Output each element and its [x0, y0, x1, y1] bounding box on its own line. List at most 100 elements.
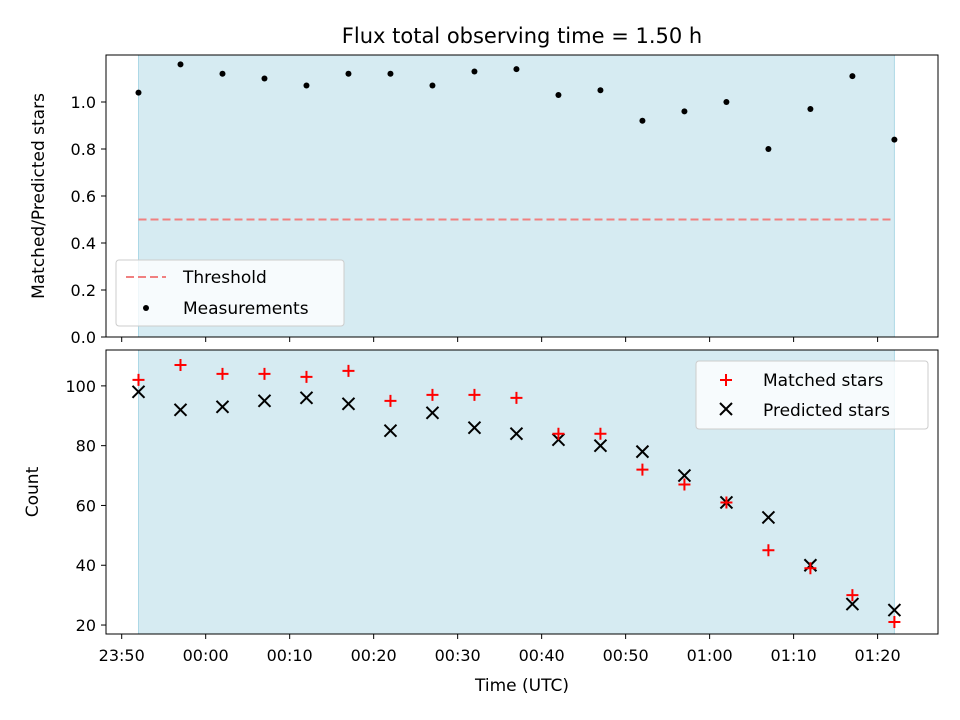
measurement-point	[555, 91, 562, 98]
predicted-star-point	[257, 394, 272, 408]
predicted-star-point	[341, 397, 356, 411]
x-tick-label: 00:10	[267, 646, 313, 665]
matched-star-point	[174, 358, 187, 371]
predicted-star-point	[677, 468, 692, 483]
y-tick-label: 1.0	[71, 93, 96, 112]
predicted-star-point	[845, 597, 860, 611]
bottom-x-ticks: 23:50 00:00 00:10 00:20 00:30 00:40 00:50 01:00…	[99, 634, 901, 665]
top-legend: Threshold Measurements	[115, 259, 345, 327]
measurement-point	[345, 70, 352, 77]
y-tick-label: 80	[76, 437, 96, 456]
top-y-axis-label: Matched/Predicted stars	[29, 93, 49, 299]
bottom-axes-frame	[105, 349, 939, 635]
measurement-point	[429, 82, 436, 89]
y-tick-label: 0.2	[71, 281, 96, 300]
matched-star-point	[552, 427, 565, 440]
legend-predicted-swatch	[719, 402, 733, 416]
bottom-y-ticks: 20 40 60 80 100	[65, 377, 106, 635]
predicted-star-point	[761, 510, 776, 525]
matched-star-point	[468, 388, 481, 401]
matched-star-point	[384, 394, 397, 407]
y-tick-label: 0.8	[71, 140, 96, 159]
top-y-ticks: 0.0 0.2 0.4 0.6 0.8 1.0	[71, 93, 106, 347]
predicted-star-point	[131, 385, 146, 399]
y-tick-label: 0.4	[71, 234, 96, 253]
measurement-point	[639, 117, 646, 124]
matched-star-point	[636, 463, 649, 476]
measurement-point	[765, 146, 772, 152]
matched-star-point	[678, 478, 691, 491]
legend-label: Measurements	[183, 299, 309, 319]
measurement-point	[891, 136, 898, 143]
x-tick-label: 00:00	[183, 646, 229, 665]
matched-star-point	[300, 370, 313, 383]
predicted-star-point	[635, 444, 650, 459]
y-tick-label: 0.6	[71, 187, 96, 206]
count-series	[131, 358, 902, 629]
matched-star-point	[132, 373, 145, 386]
x-tick-label: 00:30	[435, 646, 481, 665]
y-tick-label: 100	[65, 377, 96, 396]
legend-label: Predicted stars	[763, 401, 890, 421]
matched-star-point	[762, 544, 775, 557]
measurement-point	[849, 73, 856, 80]
predicted-star-point	[299, 391, 314, 405]
x-tick-label: 00:50	[603, 646, 649, 665]
x-tick-label: 00:40	[519, 646, 565, 665]
legend-measurement-swatch	[143, 305, 149, 311]
y-tick-label: 0.0	[71, 328, 96, 347]
measurement-point	[597, 87, 604, 94]
bottom-panel: 20 40 60 80 100 23:50 00:00 00:10 00:20 00:30 00:…	[23, 349, 939, 696]
matched-star-point	[426, 388, 439, 401]
predicted-star-point	[467, 421, 482, 435]
measurement-point	[177, 61, 184, 68]
matched-star-point	[846, 589, 859, 602]
measurement-point	[219, 70, 226, 77]
predicted-star-point	[383, 424, 398, 438]
x-axis-label: Time (UTC)	[474, 676, 569, 696]
bottom-legend: Matched stars Predicted stars	[695, 360, 929, 430]
measurement-point	[807, 106, 814, 113]
legend-box	[115, 259, 345, 327]
predicted-star-point	[509, 426, 524, 441]
legend-label: Threshold	[182, 268, 267, 288]
measurements-series	[135, 61, 898, 152]
matched-star-point	[720, 496, 733, 509]
predicted-star-point	[425, 406, 440, 420]
x-tick-label: 23:50	[99, 646, 145, 665]
predicted-star-point	[173, 403, 188, 417]
measurement-point	[723, 99, 730, 105]
x-tick-label: 01:20	[855, 646, 901, 665]
measurement-point	[471, 68, 478, 75]
bottom-y-axis-label: Count	[23, 466, 43, 517]
y-tick-label: 40	[76, 556, 96, 575]
chart-title: Flux total observing time = 1.50 h	[342, 24, 702, 48]
measurement-point	[135, 89, 142, 96]
measurement-point	[387, 70, 394, 77]
y-tick-label: 60	[76, 496, 96, 515]
top-panel: 0.0 0.2 0.4 0.6 0.8 1.0 Matched/Predicted sta…	[29, 54, 939, 347]
predicted-star-point	[215, 400, 230, 414]
matched-star-point	[804, 562, 817, 575]
matched-star-point	[594, 427, 607, 440]
predicted-star-point	[593, 438, 608, 453]
legend-box	[695, 360, 929, 430]
predicted-star-point	[887, 603, 902, 617]
x-tick-label: 01:10	[771, 646, 817, 665]
matched-star-point	[258, 367, 271, 380]
measurement-point	[681, 108, 688, 115]
measurement-point	[261, 75, 268, 82]
matched-star-point	[216, 367, 229, 380]
y-tick-label: 20	[76, 616, 96, 635]
measurement-point	[303, 82, 310, 89]
legend-label: Matched stars	[763, 371, 883, 391]
legend-matched-swatch	[720, 374, 732, 386]
measurement-point	[513, 66, 520, 73]
matched-star-point	[888, 616, 901, 629]
matched-star-point	[510, 391, 523, 404]
x-tick-label: 00:20	[351, 646, 397, 665]
top-x-ticks	[121, 337, 879, 342]
x-tick-label: 01:00	[687, 646, 733, 665]
matched-star-point	[342, 364, 355, 377]
